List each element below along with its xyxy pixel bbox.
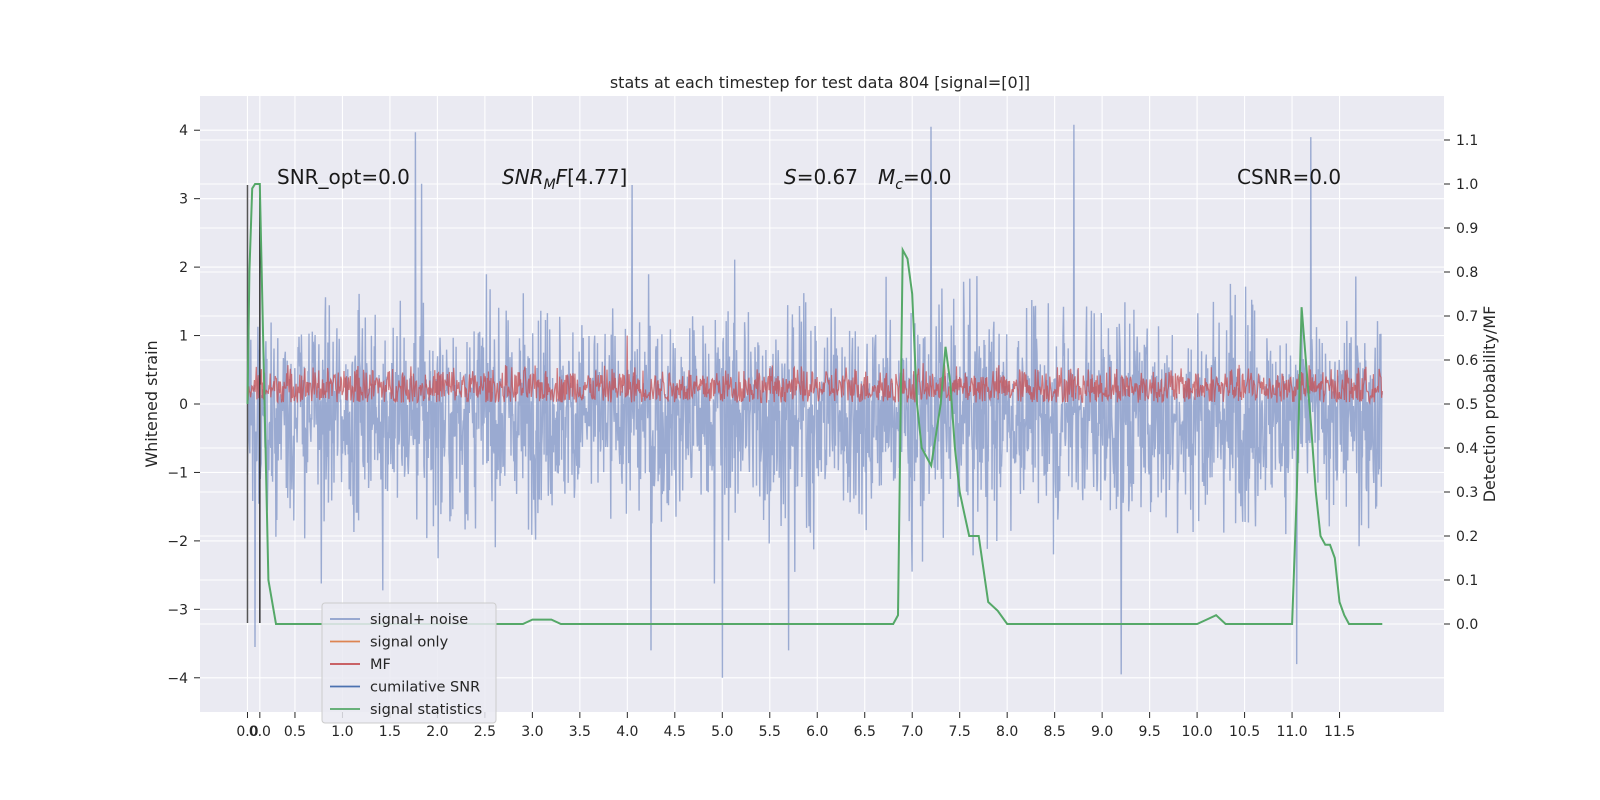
legend: signal+ noise signal only MF cumilative SNR… (321, 602, 497, 724)
y-tick-label: 2 (179, 260, 188, 276)
legend-label: signal+ noise (370, 612, 468, 628)
y-tick-label: 1 (179, 329, 188, 345)
y-tick-label: −1 (167, 465, 188, 481)
legend-box (321, 602, 497, 724)
left-y-axis: −4 −3 −2 −1 0 1 2 3 4 (167, 123, 200, 687)
y-right-tick-label: 1.0 (1456, 177, 1478, 193)
series-mf (246, 335, 1383, 405)
x-tick-label: 0.0 (236, 724, 258, 740)
annotation-mc: Mc=0.0 (878, 165, 952, 193)
y-right-tick-label: 0.7 (1456, 309, 1478, 325)
x-tick-label: 1.5 (379, 724, 401, 740)
y-right-tick-label: 1.1 (1456, 133, 1478, 149)
right-y-axis: 0.0 0.1 0.2 0.3 0.4 0.5 0.6 0.7 0.8 0.9 1.0 1.1 (1444, 133, 1478, 633)
x-tick-label: 9.5 (1138, 724, 1160, 740)
annotation-s: S=0.67 (784, 165, 858, 189)
series-signal-noise (246, 124, 1383, 678)
annotation-csnr: CSNR=0.0 (1237, 165, 1341, 189)
legend-label: signal only (370, 635, 449, 651)
x-tick-label: 7.5 (949, 724, 971, 740)
x-tick-label: 5.5 (759, 724, 781, 740)
x-tick-label: 6.5 (854, 724, 876, 740)
x-tick-label: 7.0 (901, 724, 923, 740)
x-tick-label: 10.0 (1182, 724, 1213, 740)
y-tick-label: 0 (179, 397, 188, 413)
y-right-tick-label: 0.4 (1456, 441, 1478, 457)
x-tick-label: 0.0 (249, 724, 271, 740)
x-tick-label: 3.5 (569, 724, 591, 740)
y-tick-label: −3 (167, 602, 188, 618)
x-tick-label: 10.5 (1229, 724, 1260, 740)
y-right-tick-label: 0.5 (1456, 397, 1478, 413)
y-tick-label: 4 (179, 123, 188, 139)
y-right-tick-label: 0.6 (1456, 353, 1478, 369)
annotation-snr-mf-value: [4.77] (567, 165, 627, 189)
annotation-s-value: =0.67 (797, 165, 858, 189)
x-tick-label: 11.0 (1276, 724, 1307, 740)
annotation-snr-opt: SNR_opt=0.0 (277, 165, 410, 189)
x-tick-label: 0.5 (284, 724, 306, 740)
x-tick-label: 1.0 (331, 724, 353, 740)
x-tick-label: 3.0 (521, 724, 543, 740)
x-tick-label: 8.0 (996, 724, 1018, 740)
x-tick-label: 8.5 (1044, 724, 1066, 740)
legend-label: signal statistics (370, 702, 482, 718)
x-tick-label: 4.5 (664, 724, 686, 740)
x-tick-label: 11.5 (1324, 724, 1355, 740)
y-axis-right-label: Detection probability/MF (1480, 306, 1499, 503)
y-tick-label: 3 (179, 192, 188, 208)
y-axis-label: Whitened strain (142, 340, 161, 467)
y-tick-label: −2 (167, 534, 188, 550)
x-tick-label: 9.0 (1091, 724, 1113, 740)
x-tick-label: 6.0 (806, 724, 828, 740)
x-tick-label: 4.0 (616, 724, 638, 740)
annotation-snr-mf: SNRMF[4.77] (502, 165, 627, 193)
legend-label: cumilative SNR (370, 680, 480, 696)
x-tick-label: 2.0 (426, 724, 448, 740)
annotation-mc-value: =0.0 (903, 165, 952, 189)
y-right-tick-label: 0.1 (1456, 573, 1478, 589)
y-right-tick-label: 0.2 (1456, 529, 1478, 545)
legend-label: MF (370, 657, 391, 673)
y-tick-label: −4 (167, 671, 188, 687)
y-right-tick-label: 0.9 (1456, 221, 1478, 237)
y-right-tick-label: 0.8 (1456, 265, 1478, 281)
x-axis: 0.00.0 0.5 1.0 1.5 2.0 2.5 3.0 3.5 4.0 4.5 5.0 5.5 6… (236, 712, 1355, 740)
x-tick-label: 5.0 (711, 724, 733, 740)
y-right-tick-label: 0.3 (1456, 485, 1478, 501)
y-right-tick-label: 0.0 (1456, 617, 1478, 633)
x-tick-label: 2.5 (474, 724, 496, 740)
chart-title: stats at each timestep for test data 804… (610, 73, 1030, 92)
